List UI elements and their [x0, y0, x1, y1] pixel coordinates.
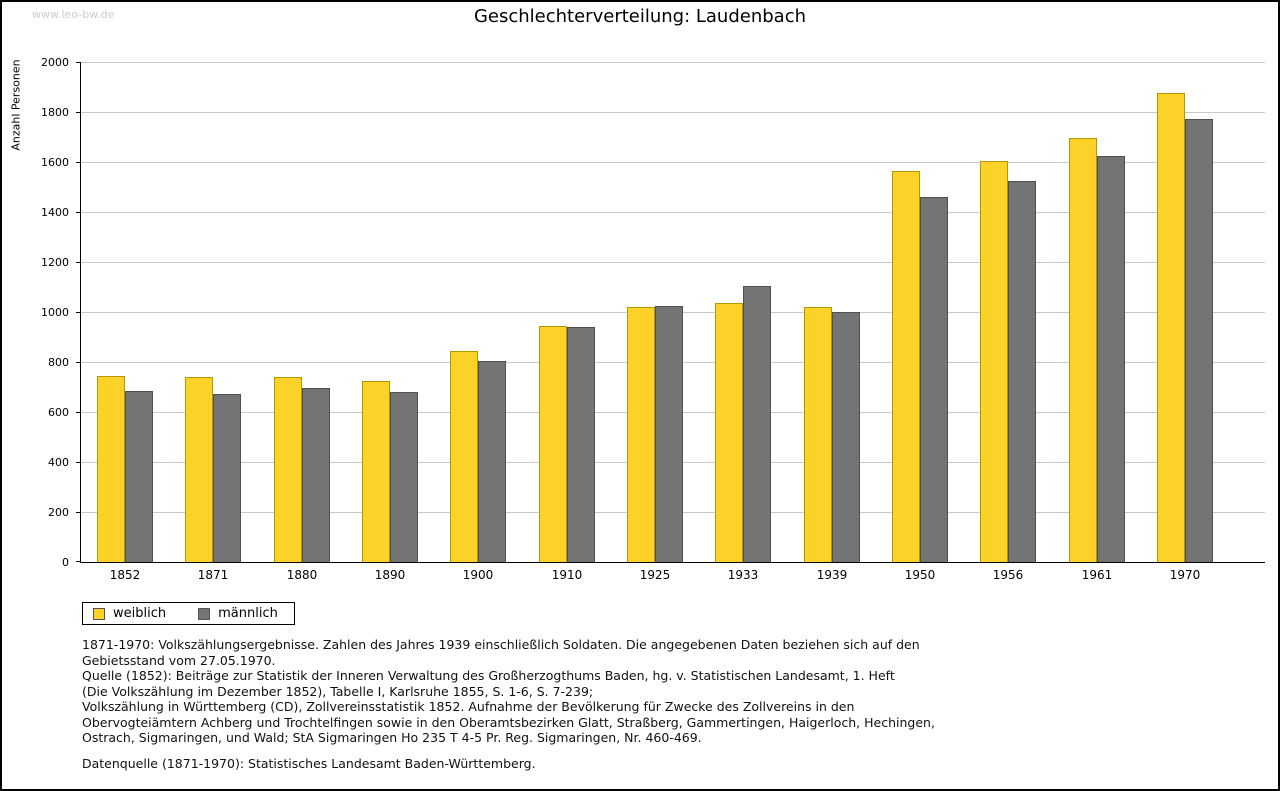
- bar-weiblich-1939: [804, 307, 832, 562]
- y-axis-tick: [76, 212, 80, 213]
- y-axis-tick: [76, 112, 80, 113]
- x-tick-label: 1956: [992, 568, 1024, 582]
- y-axis-tick: [76, 162, 80, 163]
- y-axis-tick: [76, 512, 80, 513]
- plot-area: [76, 62, 1265, 563]
- y-tick-label: 400: [48, 456, 69, 469]
- bar-weiblich-1961: [1069, 138, 1097, 562]
- gridline: [81, 62, 1265, 63]
- legend-label: weiblich: [113, 606, 167, 621]
- bar-männlich-1961: [1097, 156, 1125, 562]
- note-line: Volkszählung in Württemberg (CD), Zollve…: [82, 699, 855, 714]
- note-line: Datenquelle (1871-1970): Statistisches L…: [82, 755, 536, 771]
- bar-männlich-1910: [567, 327, 595, 562]
- chart-title: Geschlechterverteilung: Laudenbach: [473, 6, 807, 27]
- note-line: Obervogteiämtern Achberg und Trochtelfin…: [82, 714, 935, 730]
- bar-männlich-1890: [390, 392, 418, 562]
- gridline: [81, 212, 1265, 213]
- legend-swatch: [93, 607, 105, 620]
- x-tick-label: 1910: [551, 568, 583, 582]
- source-notes: 1871-1970: Volkszählungsergebnisse. Zahl…: [82, 637, 935, 771]
- y-axis-tick: [76, 412, 80, 413]
- y-tick-label: 1000: [41, 306, 69, 319]
- note-line: 1871-1970: Volkszählungsergebnisse. Zahl…: [82, 637, 920, 652]
- y-tick-label: 800: [48, 356, 69, 369]
- bar-weiblich-1871: [185, 377, 213, 562]
- gridline: [81, 262, 1265, 263]
- bar-weiblich-1950: [892, 171, 920, 562]
- bar-männlich-1970: [1185, 119, 1213, 562]
- y-axis-tick: [76, 312, 80, 313]
- x-tick-label: 1852: [109, 568, 141, 582]
- y-tick-label: 1800: [41, 106, 69, 119]
- bar-männlich-1939: [832, 312, 860, 562]
- x-tick-label: 1890: [374, 568, 406, 582]
- y-axis: 0 200 400 600 800 1000 1200 1400 1600 1800 2000: [2, 56, 75, 569]
- y-tick-label: 1600: [41, 156, 69, 169]
- bar-weiblich-1880: [274, 377, 302, 562]
- y-tick-label: 1400: [41, 206, 69, 219]
- note-line: Gebietsstand vom 27.05.1970.: [82, 652, 276, 668]
- x-tick-label: 1939: [816, 568, 848, 582]
- x-tick-label: 1925: [639, 568, 671, 582]
- y-tick-label: 600: [48, 406, 69, 419]
- legend-item-weiblich: weiblich: [93, 606, 166, 621]
- x-tick-label: 1961: [1081, 568, 1113, 582]
- gridline: [81, 112, 1265, 113]
- x-tick-label: 1970: [1169, 568, 1201, 582]
- bar-weiblich-1933: [715, 303, 743, 562]
- y-axis-tick: [76, 62, 80, 63]
- y-axis-tick: [76, 362, 80, 363]
- legend-label: männlich: [218, 606, 278, 621]
- note-line: (Die Volkszählung im Dezember 1852), Tab…: [82, 683, 594, 699]
- legend: weiblich männlich: [82, 602, 295, 625]
- x-tick-label: 1871: [197, 568, 229, 582]
- bar-männlich-1925: [655, 306, 683, 562]
- legend-swatch: [198, 607, 211, 620]
- bar-männlich-1852: [125, 391, 153, 562]
- y-axis-tick: [76, 262, 80, 263]
- x-tick-label: 1933: [727, 568, 759, 582]
- y-tick-label: 1200: [41, 256, 69, 269]
- bar-weiblich-1890: [362, 381, 390, 562]
- bar-weiblich-1956: [980, 161, 1008, 562]
- y-tick-label: 200: [48, 506, 69, 519]
- x-axis-labels: 1852 1871 1880 1890 1900 1910 1925 1933 1939 1950…: [81, 568, 1265, 586]
- note-line: Quelle (1852): Beiträge zur Statistik de…: [82, 668, 895, 683]
- x-tick-label: 1900: [462, 568, 494, 582]
- note-line: [82, 746, 935, 756]
- y-axis-tick: [76, 462, 80, 463]
- bar-weiblich-1910: [539, 326, 567, 562]
- bar-weiblich-1970: [1157, 93, 1185, 562]
- gridline: [81, 162, 1265, 163]
- bar-männlich-1950: [920, 197, 948, 562]
- x-tick-label: 1950: [904, 568, 936, 582]
- bar-männlich-1933: [743, 286, 771, 562]
- note-line: Ostrach, Sigmaringen, und Wald; StA Sigm…: [82, 730, 702, 745]
- bar-männlich-1871: [213, 394, 241, 562]
- watermark: www.leo-bw.de: [32, 8, 115, 21]
- x-tick-label: 1880: [286, 568, 318, 582]
- bar-männlich-1880: [302, 388, 330, 562]
- y-axis-tick: [76, 561, 80, 562]
- bar-weiblich-1925: [627, 307, 655, 562]
- bar-männlich-1956: [1008, 181, 1036, 562]
- y-tick-label: 0: [62, 556, 69, 569]
- y-tick-label: 2000: [41, 56, 69, 69]
- bar-weiblich-1852: [97, 376, 125, 562]
- bar-männlich-1900: [478, 361, 506, 562]
- bar-weiblich-1900: [450, 351, 478, 562]
- legend-item-männlich: männlich: [198, 606, 278, 621]
